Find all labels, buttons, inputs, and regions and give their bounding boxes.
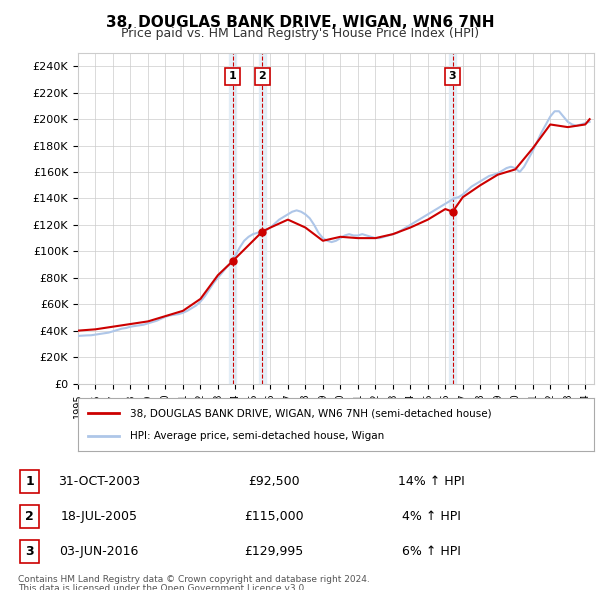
Text: 14% ↑ HPI: 14% ↑ HPI [398, 475, 464, 488]
Text: £129,995: £129,995 [244, 545, 304, 558]
Text: 2: 2 [25, 510, 34, 523]
Text: 31-OCT-2003: 31-OCT-2003 [58, 475, 140, 488]
Text: 4% ↑ HPI: 4% ↑ HPI [401, 510, 460, 523]
Text: 2: 2 [259, 71, 266, 81]
Bar [259, 53, 266, 384]
Bar [449, 53, 456, 384]
Text: 6% ↑ HPI: 6% ↑ HPI [401, 545, 460, 558]
Text: Price paid vs. HM Land Registry's House Price Index (HPI): Price paid vs. HM Land Registry's House … [121, 27, 479, 40]
Bar [229, 53, 236, 384]
Text: HPI: Average price, semi-detached house, Wigan: HPI: Average price, semi-detached house,… [130, 431, 384, 441]
Text: Contains HM Land Registry data © Crown copyright and database right 2024.: Contains HM Land Registry data © Crown c… [18, 575, 370, 584]
Text: 3: 3 [25, 545, 34, 558]
Text: £92,500: £92,500 [248, 475, 300, 488]
Text: 3: 3 [449, 71, 457, 81]
Text: 38, DOUGLAS BANK DRIVE, WIGAN, WN6 7NH (semi-detached house): 38, DOUGLAS BANK DRIVE, WIGAN, WN6 7NH (… [130, 408, 491, 418]
Text: This data is licensed under the Open Government Licence v3.0.: This data is licensed under the Open Gov… [18, 584, 307, 590]
Text: 03-JUN-2016: 03-JUN-2016 [59, 545, 139, 558]
Text: 18-JUL-2005: 18-JUL-2005 [61, 510, 138, 523]
Text: 38, DOUGLAS BANK DRIVE, WIGAN, WN6 7NH: 38, DOUGLAS BANK DRIVE, WIGAN, WN6 7NH [106, 15, 494, 30]
Text: £115,000: £115,000 [244, 510, 304, 523]
Text: 1: 1 [229, 71, 236, 81]
Text: 1: 1 [25, 475, 34, 488]
